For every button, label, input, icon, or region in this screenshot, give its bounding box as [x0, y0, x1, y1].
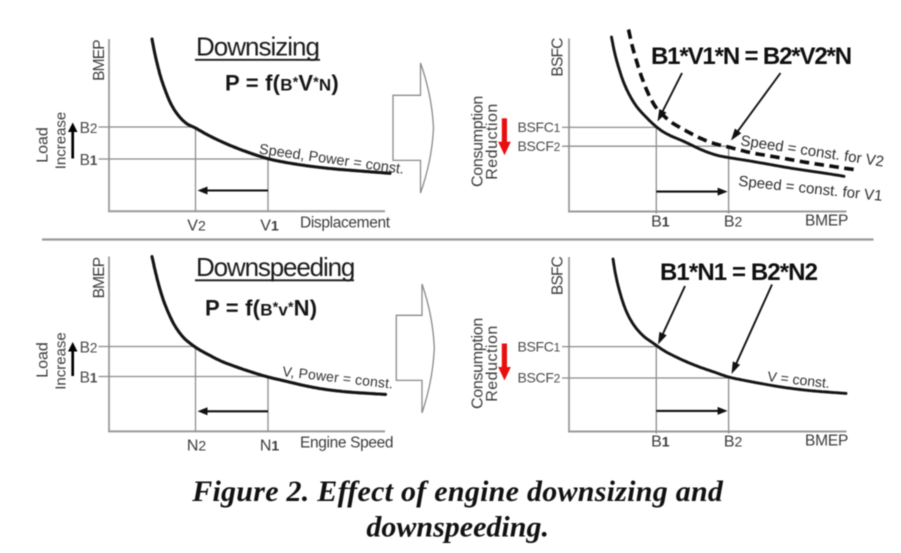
svg-text:BMEP: BMEP — [91, 40, 108, 81]
svg-text:BSFC1: BSFC1 — [517, 119, 560, 135]
svg-text:BSCF2: BSCF2 — [517, 370, 560, 386]
svg-text:Speed = const. for V2: Speed = const. for V2 — [739, 132, 885, 170]
svg-text:Downsizing: Downsizing — [196, 32, 319, 62]
svg-text:BSFC1: BSFC1 — [517, 338, 560, 354]
svg-text:N1: N1 — [260, 437, 280, 454]
svg-text:P = f(B*V*N): P = f(B*V*N) — [225, 71, 339, 96]
svg-text:BSFC: BSFC — [550, 38, 567, 77]
svg-text:B2: B2 — [80, 340, 98, 357]
svg-text:Load: Load — [34, 342, 51, 378]
svg-text:Increase: Increase — [53, 332, 70, 390]
svg-text:Reduction: Reduction — [484, 325, 501, 402]
svg-text:BMEP: BMEP — [91, 257, 108, 298]
svg-text:Load: Load — [34, 127, 51, 163]
svg-text:Consumption: Consumption — [469, 318, 486, 409]
svg-text:B2: B2 — [724, 214, 743, 231]
svg-text:B1: B1 — [80, 370, 98, 387]
svg-text:V1: V1 — [260, 217, 279, 234]
svg-text:Engine Speed: Engine Speed — [300, 434, 393, 451]
svg-text:B2: B2 — [80, 120, 98, 137]
svg-text:downspeeding.: downspeeding. — [366, 511, 549, 544]
svg-text:Displacement: Displacement — [300, 214, 391, 231]
svg-text:Consumption: Consumption — [469, 96, 486, 187]
svg-text:N2: N2 — [187, 437, 207, 454]
svg-text:Downspeeding: Downspeeding — [196, 252, 354, 282]
svg-text:BMEP: BMEP — [805, 433, 848, 450]
svg-text:Figure 2. Effect of engine dow: Figure 2. Effect of engine downsizing an… — [191, 475, 724, 508]
svg-text:Increase: Increase — [53, 112, 70, 170]
svg-text:V, Power = const.: V, Power = const. — [282, 363, 394, 392]
svg-text:B1: B1 — [651, 214, 670, 231]
svg-text:BMEP: BMEP — [805, 213, 848, 230]
svg-text:Speed, Power = const.: Speed, Power = const. — [258, 142, 405, 178]
svg-text:Speed = const. for V1: Speed = const. for V1 — [738, 173, 884, 205]
svg-text:B1: B1 — [80, 152, 98, 169]
svg-text:Reduction: Reduction — [484, 103, 501, 180]
svg-text:P = f(B*v*N): P = f(B*v*N) — [205, 295, 317, 320]
svg-text:BSFC: BSFC — [550, 256, 567, 295]
svg-text:B1*V1*N = B2*V2*N: B1*V1*N = B2*V2*N — [651, 43, 851, 70]
svg-text:B1: B1 — [651, 434, 670, 451]
svg-text:V2: V2 — [187, 217, 206, 234]
svg-text:B2: B2 — [724, 434, 743, 451]
svg-text:V = const.: V = const. — [767, 368, 831, 391]
svg-text:B1*N1 = B2*N2: B1*N1 = B2*N2 — [660, 259, 818, 286]
svg-text:BSCF2: BSCF2 — [517, 138, 560, 154]
